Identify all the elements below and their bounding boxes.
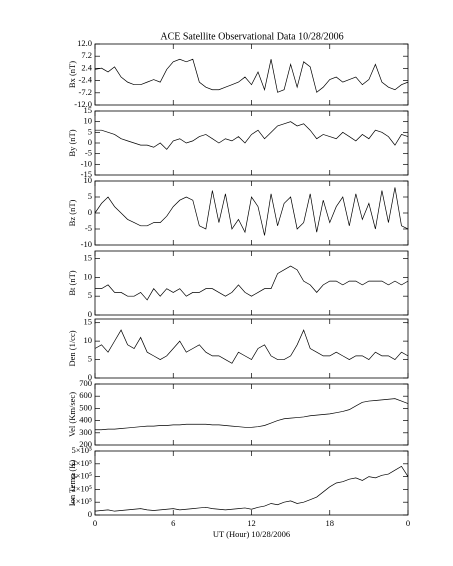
x-tick-label: 12 bbox=[247, 518, 256, 528]
y-tick-label: 600 bbox=[79, 390, 92, 400]
y-tick-label: 5 bbox=[88, 191, 92, 201]
data-line bbox=[94, 329, 409, 364]
y-tick-label: 15 bbox=[84, 317, 93, 327]
y-tick-label: 10 bbox=[84, 271, 93, 281]
y-tick-label: -12.0 bbox=[74, 99, 92, 109]
y-tick-label: 400 bbox=[79, 415, 92, 425]
y-tick-label: 5 bbox=[88, 126, 92, 136]
y-tick-label: -10 bbox=[81, 239, 92, 249]
data-line bbox=[95, 265, 409, 301]
y-tick-label: 10 bbox=[84, 116, 93, 126]
y-tick-label: 200 bbox=[79, 439, 92, 449]
y-axis-label: Den (1/cc) bbox=[67, 330, 77, 366]
y-tick-label: 7.2 bbox=[81, 50, 92, 60]
y-tick-label: 0 bbox=[88, 309, 92, 319]
y-tick-label: 500 bbox=[79, 402, 92, 412]
data-line bbox=[95, 121, 409, 150]
y-tick-label: 0 bbox=[88, 372, 92, 382]
x-tick-label: 0 bbox=[93, 518, 97, 528]
y-axis-label: By (nT) bbox=[67, 129, 77, 156]
y-tick-label: 2.4 bbox=[81, 62, 92, 72]
y-tick-label: 2×10⁵ bbox=[71, 483, 92, 493]
y-tick-label: 5 bbox=[88, 290, 92, 300]
y-tick-label: -7.2 bbox=[79, 87, 92, 97]
y-tick-label: 15 bbox=[84, 105, 93, 115]
y-axis-label: Bz (nT) bbox=[67, 199, 77, 226]
data-line bbox=[94, 187, 409, 236]
y-tick-label: -2.4 bbox=[79, 75, 93, 85]
y-tick-label: -5 bbox=[85, 148, 92, 158]
data-line bbox=[95, 398, 409, 431]
y-tick-label: 15 bbox=[84, 252, 93, 262]
y-tick-label: 12.0 bbox=[77, 38, 92, 48]
y-tick-label: 10 bbox=[84, 335, 93, 345]
y-tick-label: -15 bbox=[81, 169, 92, 179]
y-tick-label: 700 bbox=[79, 378, 92, 388]
y-tick-label: 300 bbox=[79, 427, 92, 437]
data-line bbox=[94, 58, 409, 93]
x-tick-label: 6 bbox=[171, 518, 175, 528]
chart-title: ACE Satellite Observational Data 10/28/2… bbox=[160, 31, 343, 42]
y-axis-label: Vel (Km/sec) bbox=[67, 392, 77, 437]
y-tick-label: 5×10⁵ bbox=[71, 445, 92, 455]
y-tick-label: 4×10⁵ bbox=[71, 458, 92, 468]
y-tick-label: 5 bbox=[88, 354, 92, 364]
y-axis-label: Bt (nT) bbox=[67, 270, 77, 295]
y-axis-label: Bx (nT) bbox=[67, 61, 77, 88]
y-tick-label: 10 bbox=[84, 175, 93, 185]
data-line bbox=[94, 465, 409, 512]
y-tick-label: -5 bbox=[85, 223, 92, 233]
y-tick-label: 3×10⁵ bbox=[71, 471, 92, 481]
y-tick-label: 0 bbox=[88, 207, 92, 217]
x-tick-label: 18 bbox=[326, 518, 335, 528]
y-axis-label: Ion Temp (K) bbox=[67, 460, 77, 507]
x-tick-label: 0 bbox=[406, 518, 410, 528]
y-tick-label: 0 bbox=[88, 137, 92, 147]
y-tick-label: 1×10⁵ bbox=[71, 496, 92, 506]
x-axis-label: UT (Hour) 10/28/2006 bbox=[213, 529, 290, 539]
y-tick-label: -10 bbox=[81, 158, 92, 168]
y-tick-label: 0 bbox=[88, 509, 92, 519]
